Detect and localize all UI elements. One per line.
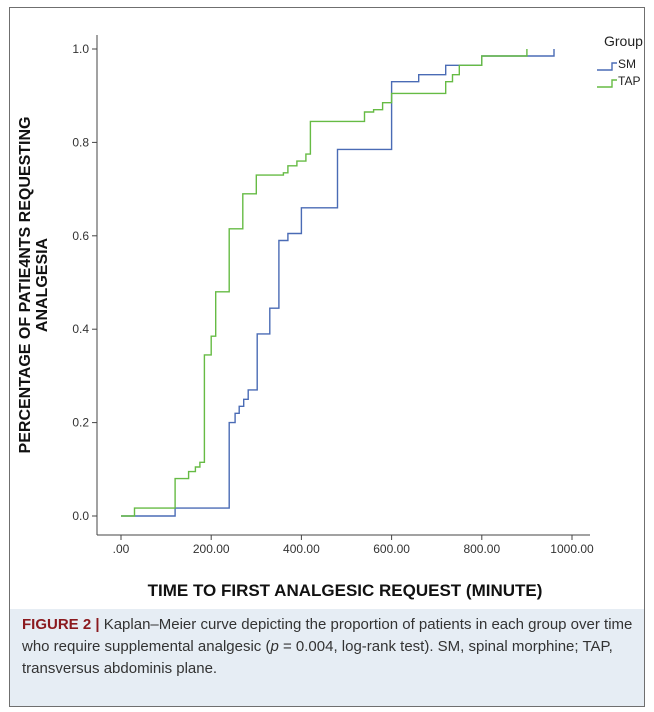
caption-text-1: Kaplan–Meier curve depicting the proport… — [22, 616, 633, 655]
p-symbol: p — [270, 638, 279, 655]
x-axis-title: TIME TO FIRST ANALGESIC REQUEST (MINUTE) — [148, 581, 543, 600]
legend-title: Group — [604, 33, 643, 49]
figure-label: FIGURE 2 | — [22, 616, 100, 633]
x-tick-label: 400.00 — [283, 542, 320, 556]
x-tick-label: 600.00 — [373, 542, 410, 556]
y-ticks: 0.0 0.2 0.4 0.6 0.8 1.0 — [72, 42, 97, 523]
y-axis-title-line2: ANALGESIA — [34, 237, 51, 332]
y-tick-label: 0.6 — [72, 229, 89, 243]
y-axis-title-line1: PERCENTAGE OF PATIE4NTS REQUESTING — [17, 117, 34, 454]
y-tick-label: 0.0 — [72, 509, 89, 523]
x-tick-label: 1000.00 — [550, 542, 594, 556]
series-group — [121, 49, 555, 517]
legend-label-tap: TAP — [618, 74, 640, 88]
caption-band — [10, 609, 644, 706]
caption-text-2: = 0.004, log-rank test). SM, spinal morp… — [22, 638, 613, 677]
legend-label-sm: SM — [618, 57, 636, 71]
figure-frame — [9, 7, 645, 707]
y-tick-label: 0.4 — [72, 322, 89, 336]
x-tick-label: 200.00 — [193, 542, 230, 556]
x-ticks: .00 200.00 400.00 600.00 800.00 1000.00 — [113, 535, 594, 556]
y-tick-label: 0.2 — [72, 416, 89, 430]
y-tick-label: 0.8 — [72, 135, 89, 149]
series-line-tap — [121, 49, 528, 517]
km-chart: 0.0 0.2 0.4 0.6 0.8 1.0 .00 200.00 400.00 600.00… — [17, 33, 643, 600]
x-tick-label: 800.00 — [463, 542, 500, 556]
figure-caption: FIGURE 2 | Kaplan–Meier curve depicting … — [22, 614, 634, 680]
y-tick-label: 1.0 — [72, 42, 89, 56]
x-tick-label: .00 — [113, 542, 130, 556]
legend-swatch-sm — [597, 62, 617, 71]
legend: Group SM TAP — [597, 33, 643, 88]
legend-swatch-tap — [597, 79, 617, 88]
series-line-sm — [121, 49, 555, 517]
